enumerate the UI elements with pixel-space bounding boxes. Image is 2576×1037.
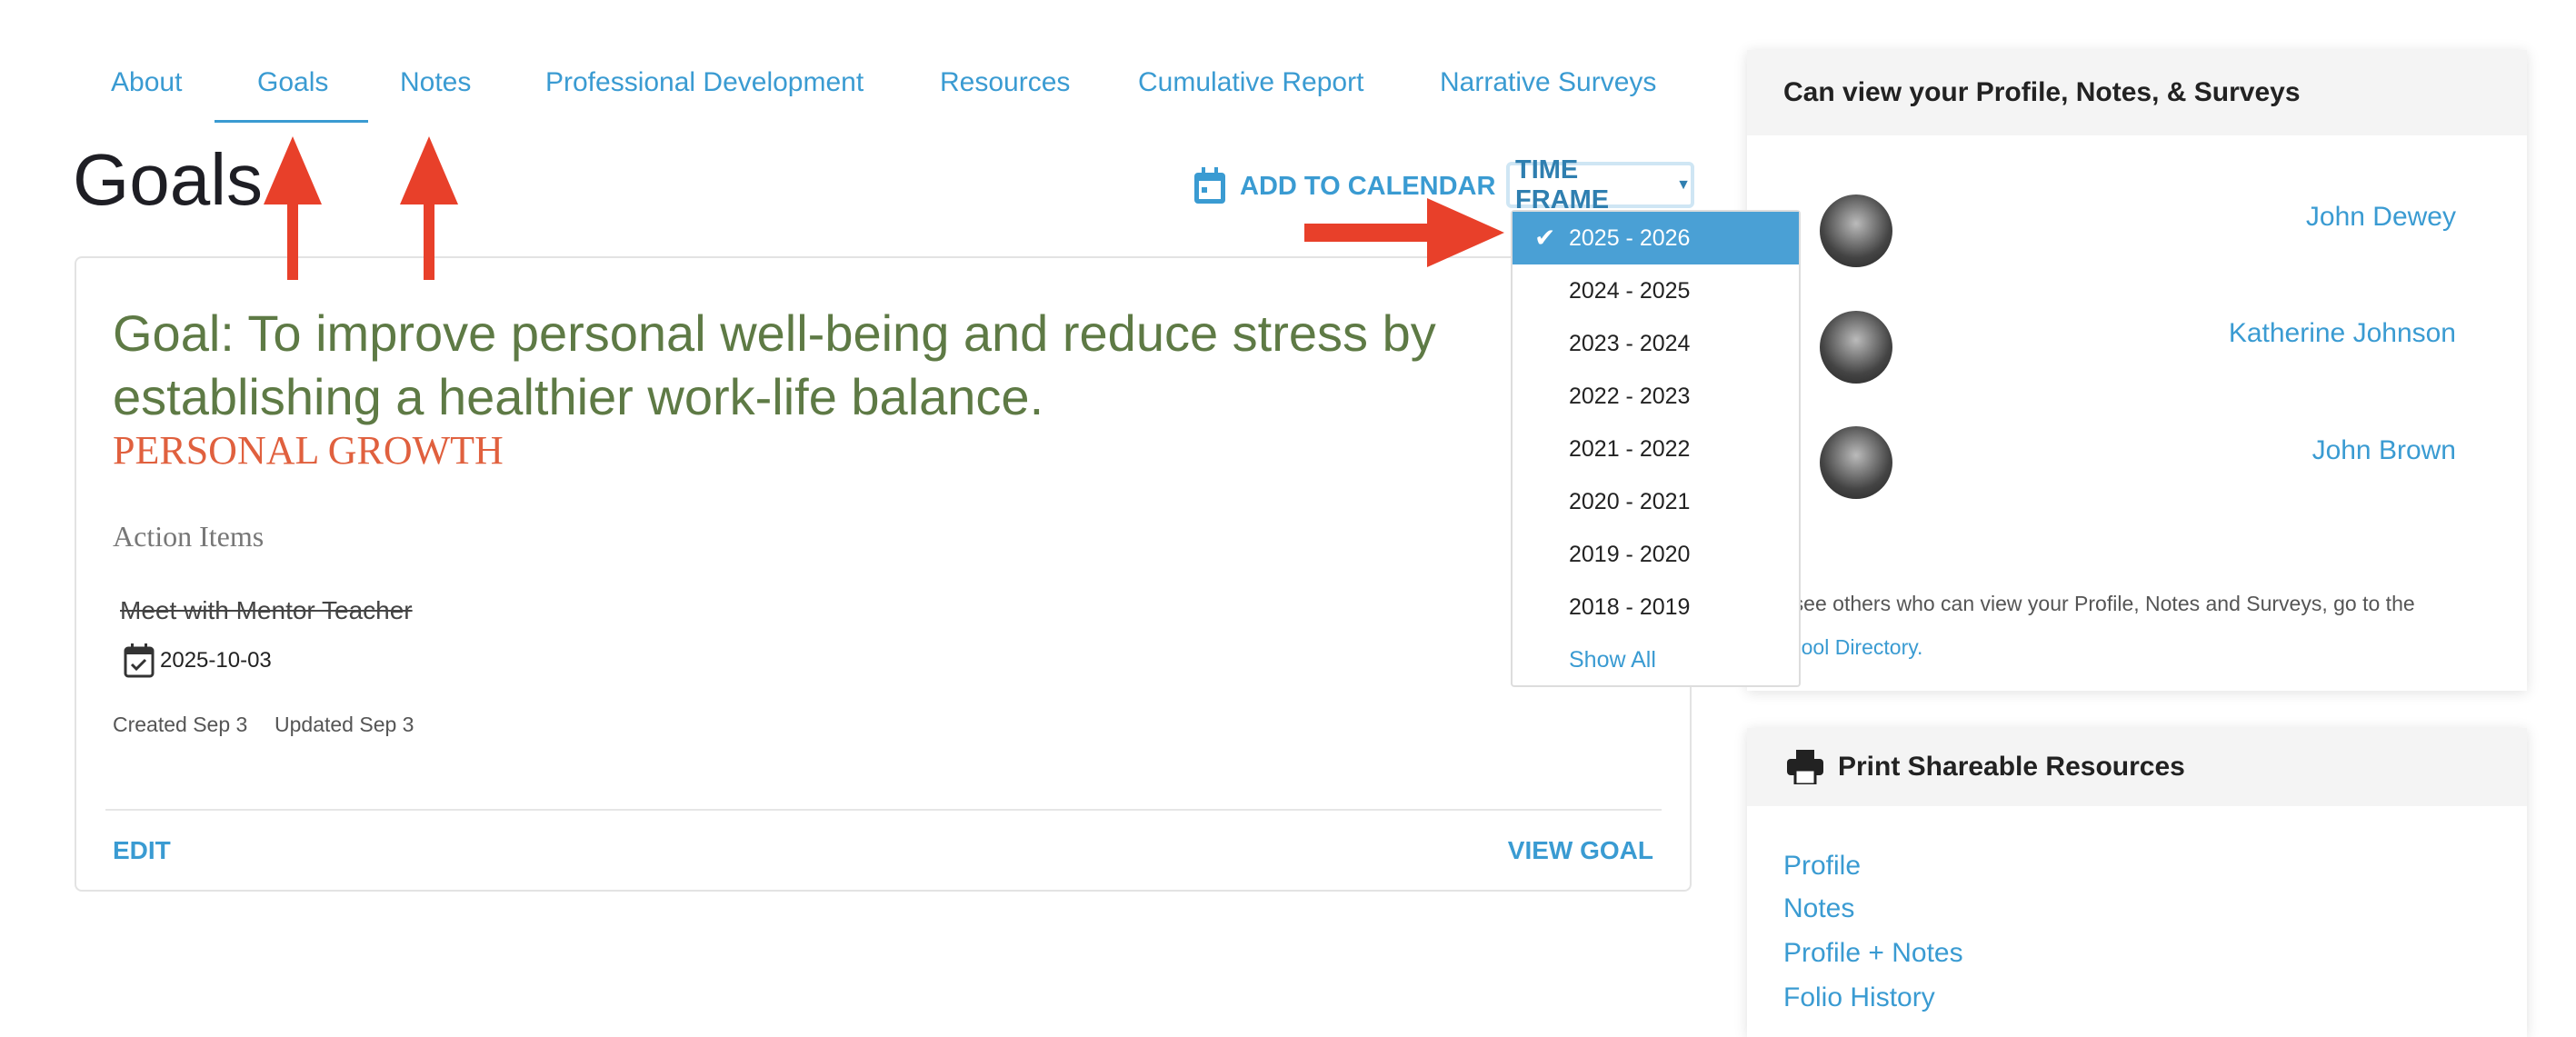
due-date: 2025-10-03 xyxy=(160,648,272,673)
print-title: Print Shareable Resources xyxy=(1838,752,2185,782)
viewers-title: Can view your Profile, Notes, & Surveys xyxy=(1747,50,2527,135)
printer-icon xyxy=(1787,750,1823,784)
person-link[interactable]: John Brown xyxy=(2311,435,2456,465)
time-frame-option[interactable]: 2024 - 2025 xyxy=(1569,278,1691,304)
time-frame-option[interactable]: 2021 - 2022 xyxy=(1569,436,1691,462)
caret-down-icon: ▼ xyxy=(1676,176,1691,193)
avatar xyxy=(1820,426,1892,499)
time-frame-dropdown[interactable]: TIME FRAME ▼ xyxy=(1506,155,1694,214)
time-frame-option[interactable]: ✔ 2025 - 2026 xyxy=(1513,212,1799,264)
tab-narrative-surveys[interactable]: Narrative Surveys xyxy=(1440,67,1657,97)
goal-title: Goal: To improve personal well-being and… xyxy=(113,304,1436,425)
show-all-option[interactable]: Show All xyxy=(1569,647,1656,673)
calendar-icon xyxy=(1194,167,1225,204)
view-goal-button[interactable]: VIEW GOAL xyxy=(1507,836,1653,864)
print-notes-link[interactable]: Notes xyxy=(1783,893,1855,923)
goal-card: Goal: To improve personal well-being and… xyxy=(75,256,1692,892)
time-frame-option[interactable]: 2020 - 2021 xyxy=(1569,489,1691,514)
action-item-due: 2025-10-03 xyxy=(124,643,272,678)
time-frame-menu: ✔ 2025 - 2026 2024 - 2025 2023 - 2024 202… xyxy=(1511,210,1801,687)
action-items-heading: Action Items xyxy=(113,520,265,553)
action-item[interactable]: Meet with Mentor Teacher xyxy=(120,596,413,624)
avatar xyxy=(1820,194,1892,267)
person-link[interactable]: John Dewey xyxy=(2305,202,2456,232)
time-frame-option[interactable]: 2023 - 2024 xyxy=(1569,331,1691,356)
time-frame-option[interactable]: 2022 - 2023 xyxy=(1569,384,1691,409)
print-panel: Print Shareable Resources xyxy=(1747,728,2527,1037)
print-profile-notes-link[interactable]: Profile + Notes xyxy=(1783,938,1963,968)
goal-category: PERSONAL GROWTH xyxy=(113,428,504,473)
active-tab-underline xyxy=(215,120,368,123)
viewers-note: To see others who can view your Profile,… xyxy=(1765,592,2415,615)
tab-resources[interactable]: Resources xyxy=(940,67,1071,97)
option-label: 2025 - 2026 xyxy=(1569,225,1691,251)
tab-notes[interactable]: Notes xyxy=(400,67,472,97)
person-link[interactable]: Katherine Johnson xyxy=(2228,318,2456,348)
calendar-check-icon xyxy=(124,643,155,678)
check-icon: ✔ xyxy=(1534,224,1556,252)
divider xyxy=(105,809,1662,811)
print-folio-history-link[interactable]: Folio History xyxy=(1783,982,1935,1012)
tab-cumulative-report[interactable]: Cumulative Report xyxy=(1138,67,1364,97)
created-date: Created Sep 3 xyxy=(113,713,248,736)
time-frame-option[interactable]: 2018 - 2019 xyxy=(1569,594,1691,620)
time-frame-option[interactable]: 2019 - 2020 xyxy=(1569,542,1691,567)
tab-professional-development[interactable]: Professional Development xyxy=(545,67,864,97)
edit-button[interactable]: EDIT xyxy=(113,836,171,864)
add-to-calendar-label: ADD TO CALENDAR xyxy=(1240,171,1496,201)
tab-about[interactable]: About xyxy=(111,67,183,97)
avatar xyxy=(1820,311,1892,384)
page-title: Goals xyxy=(73,139,263,220)
print-profile-link[interactable]: Profile xyxy=(1783,851,1862,881)
add-to-calendar-button[interactable]: ADD TO CALENDAR xyxy=(1193,167,1495,205)
tab-goals[interactable]: Goals xyxy=(257,67,329,97)
time-frame-label: TIME FRAME xyxy=(1515,155,1610,214)
updated-date: Updated Sep 3 xyxy=(275,713,414,736)
